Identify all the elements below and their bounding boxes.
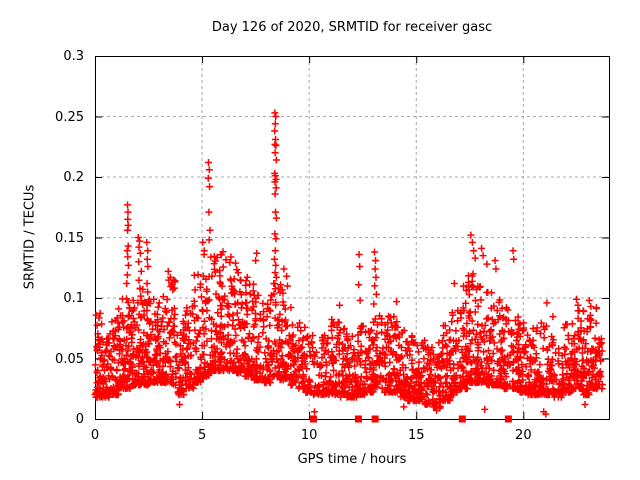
y-tick-label: 0.25 xyxy=(55,109,84,125)
x-tick-label: 20 xyxy=(515,428,532,443)
x-tick-label: 10 xyxy=(300,428,318,443)
chart-title: Day 126 of 2020, SRMTID for receiver gas… xyxy=(211,20,493,35)
x-tick-label: 15 xyxy=(407,428,425,443)
y-tick-label: 0.05 xyxy=(55,351,84,367)
y-tick-label: 0.2 xyxy=(63,170,84,185)
y-tick-label: 0.1 xyxy=(63,291,84,306)
y-tick-label: 0 xyxy=(75,412,84,427)
x-tick-label: 0 xyxy=(90,428,100,443)
y-tick-label: 0.3 xyxy=(63,49,84,64)
x-tick-label: 5 xyxy=(197,428,207,443)
x-axis-label: GPS time / hours xyxy=(297,452,407,467)
y-tick-label: 0.15 xyxy=(55,230,84,246)
